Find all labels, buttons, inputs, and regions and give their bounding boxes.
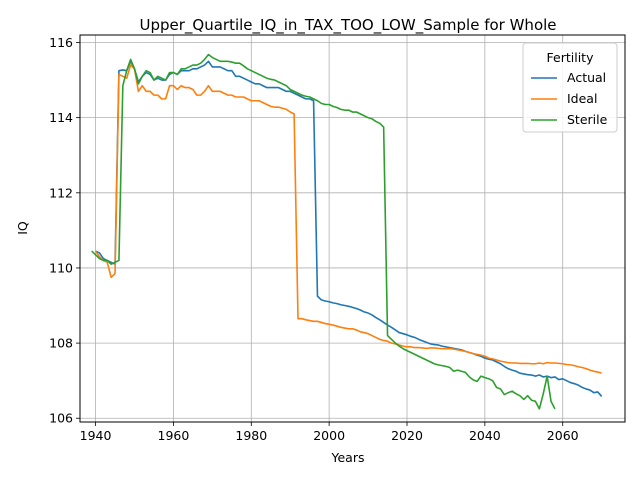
legend-label-ideal: Ideal bbox=[567, 91, 597, 106]
legend-label-sterile: Sterile bbox=[567, 112, 608, 127]
y-axis: 106 108 110 112 114 116 bbox=[49, 35, 80, 426]
y-tick-label: 110 bbox=[49, 260, 73, 275]
y-tick-label: 108 bbox=[49, 336, 73, 351]
chart-title: Upper_Quartile_IQ_in_TAX_TOO_LOW_Sample … bbox=[139, 16, 556, 35]
x-axis-label: Years bbox=[331, 450, 365, 465]
legend-title: Fertility bbox=[547, 50, 595, 65]
plot-frame bbox=[79, 34, 626, 423]
y-axis-label: IQ bbox=[15, 221, 30, 235]
legend: Fertility Actual Ideal Sterile bbox=[522, 42, 618, 133]
legend-label-actual: Actual bbox=[567, 70, 606, 85]
y-tick-label: 114 bbox=[49, 110, 73, 125]
x-tick-label: 1940 bbox=[80, 428, 112, 443]
x-tick-label: 1960 bbox=[158, 428, 190, 443]
y-tick-label: 112 bbox=[49, 185, 73, 200]
x-tick-label: 2040 bbox=[469, 428, 501, 443]
legend-items: Actual Ideal Sterile bbox=[531, 70, 608, 127]
y-tick-label: 106 bbox=[49, 411, 73, 426]
series-line-ideal bbox=[94, 64, 602, 374]
x-tick-label: 2060 bbox=[547, 428, 579, 443]
series-line-sterile bbox=[91, 53, 556, 410]
x-axis: 1940 1960 1980 2000 2020 2040 2060 bbox=[80, 422, 579, 443]
series-layer bbox=[91, 53, 603, 410]
x-tick-label: 1980 bbox=[235, 428, 267, 443]
y-tick-label: 116 bbox=[49, 35, 73, 50]
x-tick-label: 2020 bbox=[391, 428, 423, 443]
grid bbox=[80, 35, 625, 422]
legend-box bbox=[522, 42, 618, 133]
x-tick-label: 2000 bbox=[313, 428, 345, 443]
